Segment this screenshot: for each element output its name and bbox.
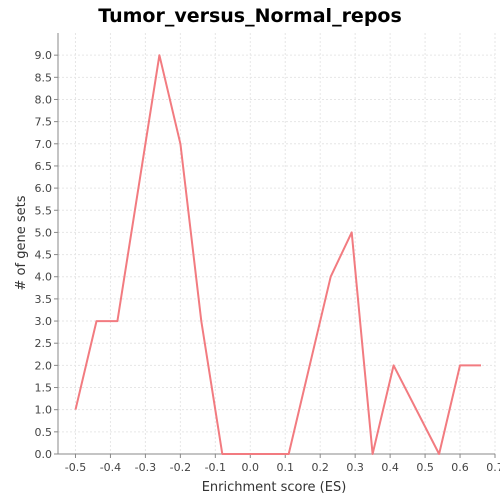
x-tick-label: 0.4: [381, 461, 399, 474]
y-tick-label: 4.0: [35, 271, 53, 284]
y-tick-label: 6.0: [35, 182, 53, 195]
y-tick-label: 0.0: [35, 448, 53, 461]
y-tick-label: 8.5: [35, 71, 53, 84]
y-tick-label: 8.0: [35, 93, 53, 106]
x-tick-label: 0.2: [311, 461, 329, 474]
axes: 0.0 0.5 1.0 1.5 2.0 2.5 3.0 3.5 4.0 4.5 5.0 5.5 6.0 6…: [35, 33, 500, 474]
x-tick-label: -0.1: [205, 461, 226, 474]
series-layer: [74, 54, 481, 455]
x-tick-label: 0.1: [276, 461, 294, 474]
x-tick-label: -0.4: [100, 461, 121, 474]
chart-title: Tumor_versus_Normal_repos: [98, 5, 402, 27]
x-tick-label: -0.5: [65, 461, 86, 474]
x-axis-label: Enrichment score (ES): [202, 480, 347, 495]
y-tick-label: 9.0: [35, 49, 53, 62]
y-tick-label: 1.5: [35, 382, 53, 395]
y-tick-label: 3.5: [35, 293, 53, 306]
grid: [58, 33, 496, 455]
y-tick-label: 7.5: [35, 116, 53, 129]
y-tick-label: 0.5: [35, 426, 53, 439]
x-tick-label: 0.5: [416, 461, 434, 474]
y-tick-label: 5.0: [35, 226, 53, 239]
y-tick-label: 1.0: [35, 404, 53, 417]
y-tick-label: 6.5: [35, 160, 53, 173]
y-tick-label: 4.5: [35, 249, 53, 262]
y-tick-label: 5.5: [35, 204, 53, 217]
x-tick-label: -0.2: [170, 461, 191, 474]
series-line: [74, 54, 481, 455]
x-tick-label: 0.3: [346, 461, 364, 474]
x-tick-label: 0.0: [242, 461, 260, 474]
x-tick-label: 0.7: [486, 461, 500, 474]
y-tick-label: 3.0: [35, 315, 53, 328]
x-tick-label: -0.3: [135, 461, 156, 474]
y-axis-label: # of gene sets: [14, 195, 29, 290]
y-tick-label: 7.0: [35, 138, 53, 151]
y-tick-label: 2.5: [35, 337, 53, 350]
y-tick-label: 2.0: [35, 359, 53, 372]
x-tick-label: 0.6: [451, 461, 469, 474]
